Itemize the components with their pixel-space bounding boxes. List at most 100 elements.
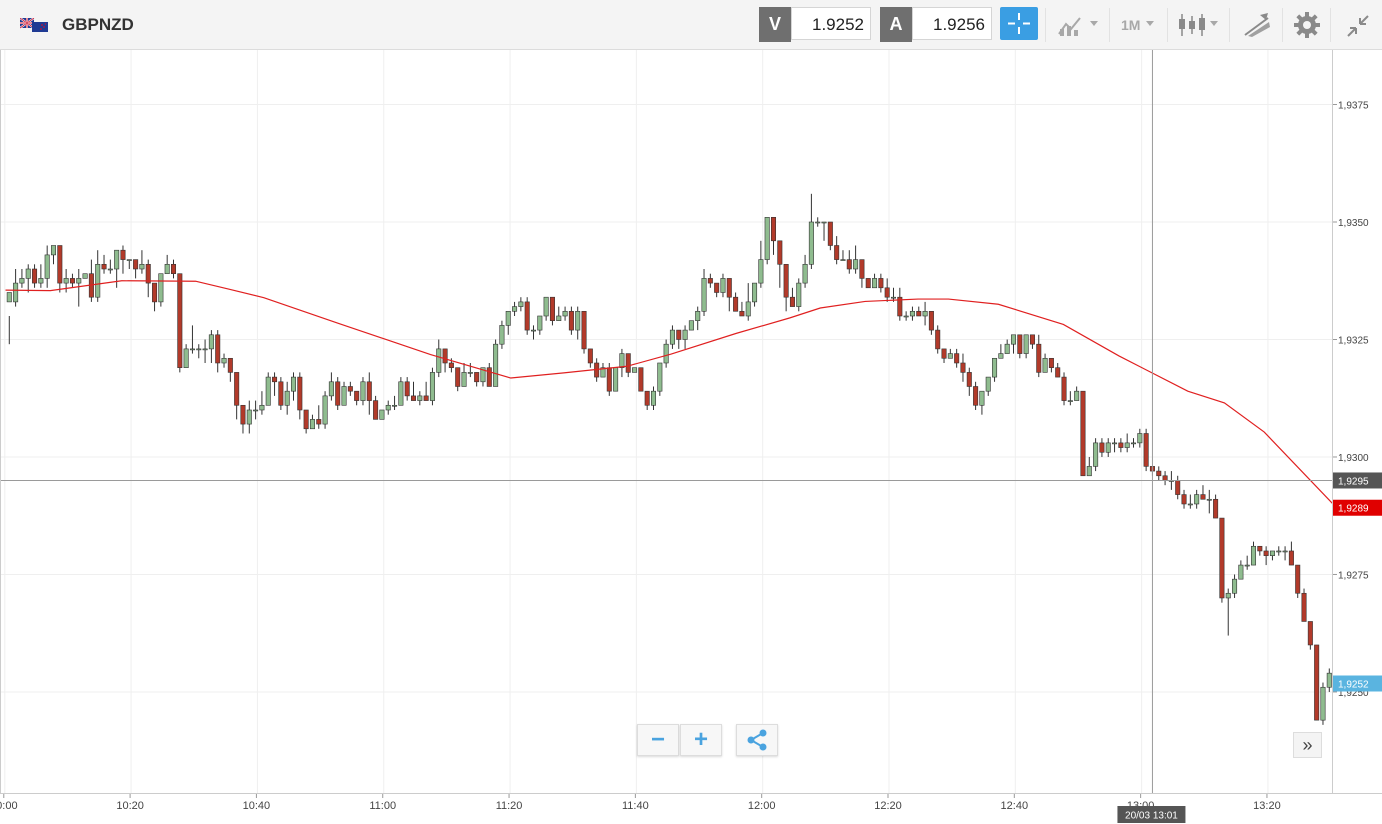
timeframe-dropdown[interactable]: 1M — [1118, 10, 1160, 40]
candle-body — [720, 278, 726, 293]
last-price-label-bg — [1333, 675, 1382, 692]
candle-down — [865, 278, 871, 289]
candle-body — [442, 348, 448, 364]
ask-price[interactable]: A 1.9256 — [880, 7, 993, 42]
collapse-button[interactable] — [1344, 10, 1372, 40]
candle-body — [1105, 442, 1111, 453]
candle-body — [524, 301, 530, 331]
candle-up — [499, 320, 505, 349]
separator — [1167, 8, 1168, 42]
candle-down — [170, 259, 177, 279]
candle-down — [366, 372, 372, 415]
candle-body — [549, 296, 555, 321]
x-tick-label: 12:40 — [1001, 800, 1029, 812]
candle-body — [1175, 480, 1181, 495]
candlestick-chart — [1, 50, 1333, 793]
candle-body — [669, 329, 675, 345]
candle-body — [1250, 545, 1257, 566]
price-axis-labels: 1,9250 1,9275 1,9300 1,9325 1,9350 1,9375 1,92… — [1333, 101, 1382, 699]
candle-down — [227, 357, 233, 382]
candle-up — [518, 297, 524, 312]
candle-body — [1257, 545, 1263, 552]
last-price-label: 1,9252 — [1333, 675, 1382, 692]
crosshair-button[interactable] — [1000, 7, 1038, 40]
candle-body — [1124, 442, 1130, 448]
candle-down — [834, 236, 840, 265]
candle-down — [1080, 390, 1086, 477]
candle-up — [1130, 438, 1137, 448]
zoom-out-button[interactable]: − — [637, 724, 679, 756]
candle-body — [587, 348, 593, 364]
candle-body — [632, 367, 638, 373]
candle-body — [1112, 442, 1118, 445]
candle-body — [954, 353, 960, 364]
candle-body — [745, 301, 751, 317]
candle-body — [1118, 442, 1124, 448]
scroll-to-latest-button[interactable]: » — [1293, 732, 1322, 758]
candle-body — [101, 263, 107, 270]
candle-up — [537, 315, 543, 335]
candle-down — [177, 273, 183, 373]
candle-up — [650, 386, 657, 410]
candle-body — [625, 353, 631, 373]
candle-body — [50, 245, 57, 256]
candle-body — [322, 395, 328, 425]
candle-up — [189, 325, 195, 354]
candle-body — [57, 245, 63, 284]
drawing-tool-icon — [1244, 13, 1270, 37]
candle-body — [246, 409, 252, 425]
moving-average-label: 1,9289 — [1333, 499, 1382, 516]
candle-down — [316, 405, 322, 429]
candle-body — [120, 249, 126, 260]
chart-plot-area[interactable] — [0, 50, 1333, 793]
candle-down — [354, 390, 360, 406]
bid-label: V — [759, 7, 791, 42]
chart-type-button[interactable] — [1056, 10, 1102, 40]
candle-body — [126, 259, 132, 261]
y-tick-label: 1,9350 — [1338, 218, 1369, 229]
candle-body — [1213, 498, 1219, 519]
candle-body — [815, 221, 821, 224]
candle-body — [1314, 644, 1320, 721]
candle-style-button[interactable] — [1176, 10, 1222, 40]
candle-up — [1023, 334, 1029, 359]
time-axis[interactable]: 10:00 10:20 10:40 11:00 11:20 11:40 12:00 12:20… — [0, 793, 1382, 823]
candle-body — [650, 390, 657, 406]
candle-body — [789, 296, 795, 307]
candle-body — [707, 278, 713, 284]
candle-body — [613, 367, 619, 392]
zoom-in-button[interactable]: + — [680, 724, 722, 756]
bid-price[interactable]: V 1.9252 — [759, 7, 872, 42]
candle-down — [120, 245, 126, 274]
candle-down — [1156, 466, 1162, 481]
candle-body — [133, 259, 139, 270]
candle-body — [13, 282, 19, 303]
candle-up — [562, 306, 568, 321]
price-axis[interactable]: 1,9250 1,9275 1,9300 1,9325 1,9350 1,9375 1,92… — [1332, 50, 1382, 793]
candle-down — [1181, 489, 1187, 509]
candle-down — [1017, 334, 1023, 359]
candle-body — [335, 381, 341, 406]
candle-up — [385, 400, 391, 415]
candle-up — [1004, 339, 1010, 354]
y-tick-label: 1,9375 — [1338, 101, 1369, 112]
candlestick-icon — [1179, 14, 1218, 36]
candle-up — [392, 395, 398, 410]
share-button[interactable] — [736, 724, 778, 756]
candle-body — [853, 259, 859, 270]
drawing-tool-button[interactable] — [1240, 10, 1274, 40]
candle-up — [253, 400, 259, 420]
share-icon — [747, 729, 767, 751]
candle-body — [1099, 442, 1105, 453]
candle-body — [1029, 334, 1035, 345]
candle-body — [884, 287, 890, 298]
settings-button[interactable] — [1292, 10, 1322, 40]
candle-body — [202, 348, 208, 351]
candle-up — [25, 264, 31, 293]
candle-body — [145, 263, 151, 284]
candle-up — [575, 306, 581, 340]
moving-average-label-text: 1,9289 — [1338, 504, 1369, 515]
candle-down — [739, 301, 745, 317]
candle-body — [897, 296, 903, 317]
candle-body — [347, 386, 353, 392]
